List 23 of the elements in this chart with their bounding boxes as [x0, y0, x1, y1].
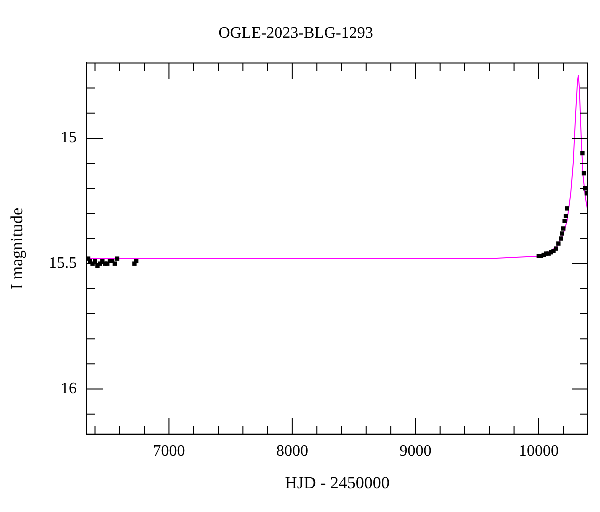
x-tick-label: 8000 — [276, 443, 308, 460]
x-tick-label: 9000 — [400, 443, 432, 460]
x-axis-title: HJD - 2450000 — [285, 473, 390, 492]
x-tick-label: 7000 — [153, 443, 186, 460]
point — [564, 214, 568, 218]
chart-title: OGLE-2023-BLG-1293 — [218, 24, 374, 42]
y-tick-label: 15 — [61, 130, 77, 147]
point — [115, 256, 120, 261]
point — [554, 246, 558, 251]
point — [556, 242, 561, 246]
point — [112, 262, 118, 266]
point — [93, 259, 98, 264]
y-tick-label: 16 — [61, 380, 77, 398]
y-axis-title: I magnitude — [8, 208, 27, 290]
point — [565, 206, 570, 211]
x-tick-label: 10000 — [518, 443, 559, 460]
point — [559, 236, 564, 241]
y-tick-label: 15.5 — [49, 255, 77, 272]
point — [560, 232, 564, 236]
point — [562, 219, 567, 224]
point — [561, 226, 566, 231]
point — [580, 151, 585, 156]
point — [134, 259, 139, 264]
